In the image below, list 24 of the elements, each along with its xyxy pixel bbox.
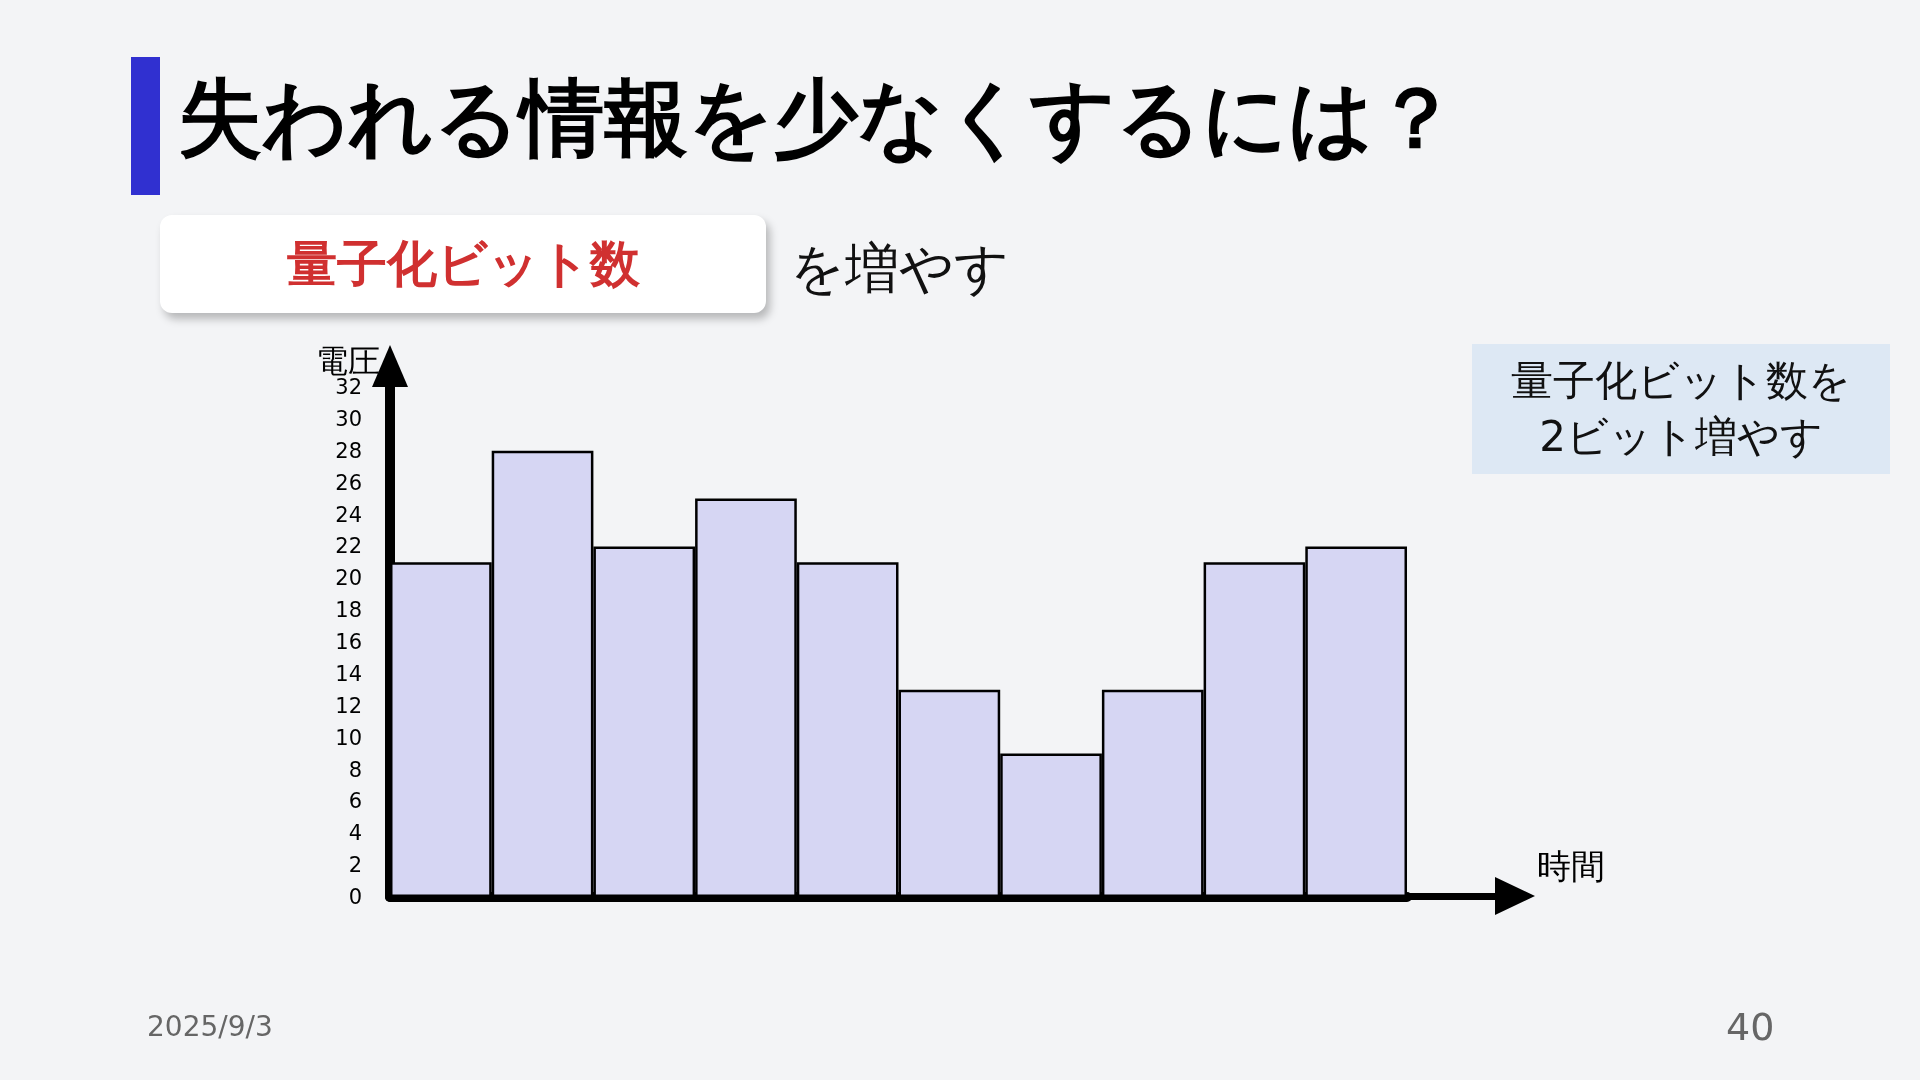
y-tick-label: 2 bbox=[348, 853, 362, 878]
text: を増やす bbox=[790, 236, 1009, 302]
x-axis-title: 時間 bbox=[1537, 846, 1605, 886]
y-tick-label: 24 bbox=[335, 502, 362, 527]
text: 量子化ビット数を2ビット増やす bbox=[1510, 355, 1852, 463]
text: 2025/9/3 bbox=[147, 1010, 273, 1043]
y-tick-label: 26 bbox=[335, 470, 362, 495]
y-tick-label: 0 bbox=[348, 885, 362, 909]
y-tick-label: 4 bbox=[348, 821, 362, 846]
y-tick-label: 10 bbox=[335, 725, 362, 750]
y-tick-label: 16 bbox=[335, 630, 362, 654]
chart-subtitle: 量子化ビット数 bbox=[286, 233, 640, 295]
text: 40 bbox=[1726, 1005, 1775, 1049]
y-tick-label: 20 bbox=[335, 566, 362, 591]
y-tick-label: 14 bbox=[335, 661, 362, 686]
y-tick-label: 22 bbox=[335, 534, 362, 559]
y-tick-label: 6 bbox=[348, 789, 362, 814]
y-tick-label: 28 bbox=[335, 438, 362, 463]
y-tick-label: 32 bbox=[335, 375, 362, 399]
chart-title: 失われる情報を少なくするには？ bbox=[178, 68, 1458, 169]
y-tick-label: 8 bbox=[348, 757, 362, 782]
y-tick-label: 12 bbox=[335, 693, 362, 718]
y-tick-label: 30 bbox=[335, 406, 362, 431]
y-tick-label: 18 bbox=[335, 598, 362, 623]
